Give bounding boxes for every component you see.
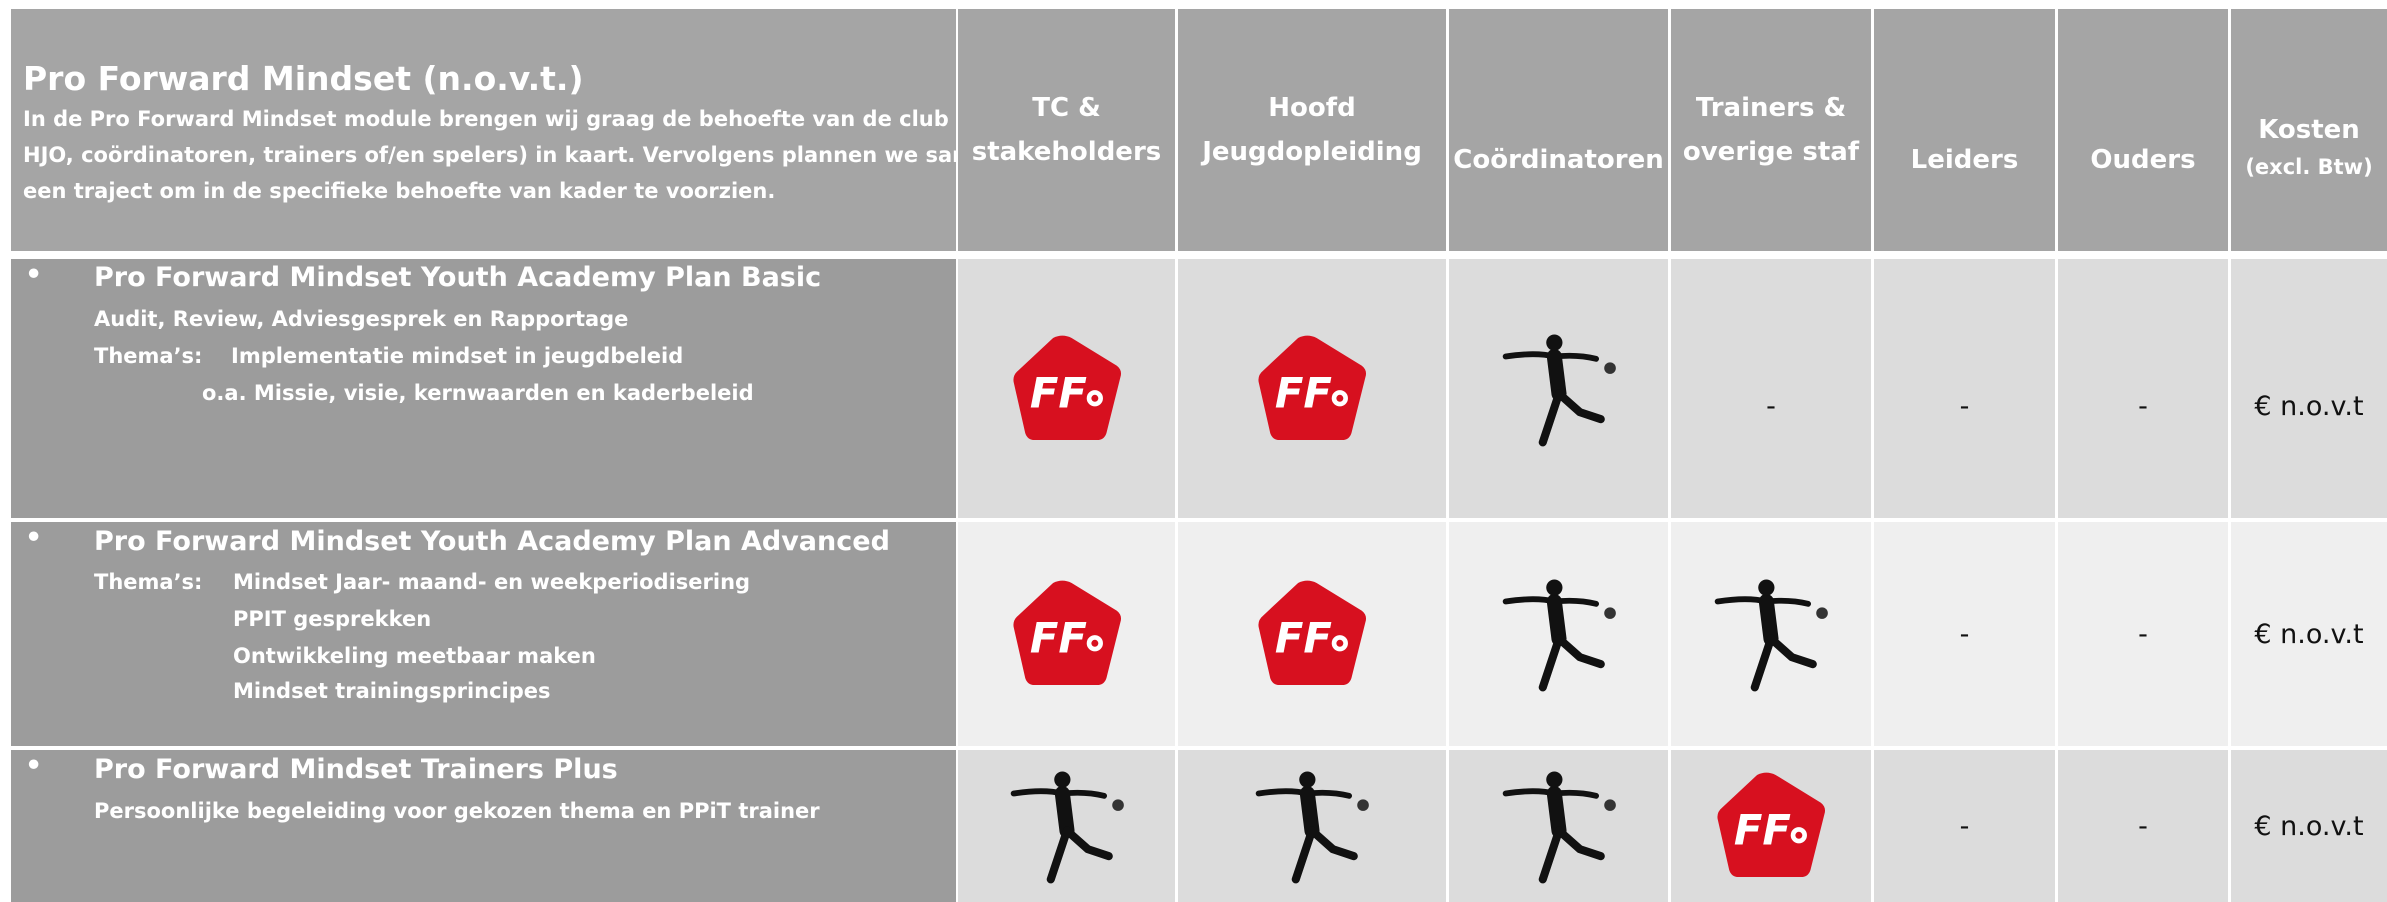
cell (1178, 522, 1446, 746)
column-header: Coördinatoren (1449, 9, 1668, 251)
cell-text: € n.o.v.t (2254, 618, 2364, 650)
cell-text: - (1959, 391, 1970, 422)
cell (1671, 750, 1871, 902)
cell: € n.o.v.t (2231, 259, 2387, 518)
cell: € n.o.v.t (2231, 522, 2387, 746)
column-label: Ouders (2090, 145, 2196, 175)
ff-logo (1713, 768, 1829, 884)
column-label: Coördinatoren (1453, 145, 1664, 175)
theme: Mindset trainingsprincipes (233, 679, 551, 703)
theme: PPIT gesprekken (233, 607, 432, 631)
column-label: Kosten (2258, 115, 2360, 145)
row-description: • Pro Forward Mindset Youth Academy Plan… (11, 522, 956, 746)
cell: - (1874, 750, 2055, 902)
cell: - (1874, 522, 2055, 746)
header-title: Pro Forward Mindset (n.o.v.t.) (23, 59, 584, 98)
cell (958, 750, 1175, 902)
player-icon (1501, 331, 1617, 447)
ff-logo (1009, 576, 1125, 692)
bullet: • (25, 750, 43, 781)
cell (958, 522, 1175, 746)
cell (1178, 259, 1446, 518)
player-icon (1254, 768, 1370, 884)
theme: o.a. Missie, visie, kernwaarden en kader… (202, 381, 754, 405)
player-icon (1009, 768, 1125, 884)
cell: - (1671, 259, 1871, 518)
bullet: • (25, 522, 43, 553)
ff-logo (1254, 331, 1370, 447)
row-description: • Pro Forward Mindset Trainers Plus Pers… (11, 750, 956, 902)
themes-label: Thema’s: (94, 344, 203, 368)
column-label: Jeugdopleiding (1202, 137, 1422, 167)
row-title: Pro Forward Mindset Youth Academy Plan B… (94, 262, 822, 293)
cell-text: - (1959, 810, 1970, 842)
player-icon (1713, 576, 1829, 692)
header-cell: Pro Forward Mindset (n.o.v.t.) In de Pro… (11, 9, 1003, 251)
row-title: Pro Forward Mindset Youth Academy Plan A… (94, 526, 890, 557)
row-description: • Pro Forward Mindset Youth Academy Plan… (11, 259, 956, 518)
column-label: Hoofd (1268, 93, 1356, 123)
cell (1449, 522, 1668, 746)
row-detail: Audit, Review, Adviesgesprek en Rapporta… (94, 307, 629, 331)
cell: - (2058, 259, 2228, 518)
player-icon (1501, 768, 1617, 884)
cell-text: € n.o.v.t (2254, 810, 2364, 842)
theme: Ontwikkeling meetbaar maken (233, 644, 596, 668)
header-description: In de Pro Forward Mindset module brengen… (23, 107, 1004, 131)
column-label: Trainers & (1695, 93, 1847, 123)
column-header: Trainers & overige staf (1671, 9, 1871, 251)
column-label: (excl. Btw) (2245, 155, 2373, 179)
theme: Implementatie mindset in jeugdbeleid (231, 344, 684, 368)
cell: - (2058, 750, 2228, 902)
cell (1178, 750, 1446, 902)
cell (1671, 522, 1871, 746)
column-label: TC & (1032, 93, 1101, 123)
cell: - (2058, 522, 2228, 746)
cell-text: € n.o.v.t (2254, 391, 2364, 422)
column-label: overige staf (1682, 137, 1860, 167)
column-label: stakeholders (971, 137, 1162, 167)
cell: - (1874, 259, 2055, 518)
column-header: TC & stakeholders (958, 9, 1175, 251)
player-icon (1501, 576, 1617, 692)
themes-label: Thema’s: (94, 570, 203, 594)
cell-text: - (2138, 810, 2148, 842)
cell (1449, 259, 1668, 518)
column-header: Kosten (excl. Btw) (2231, 9, 2387, 251)
cell (958, 259, 1175, 518)
column-header: Ouders (2058, 9, 2228, 251)
row-title: Pro Forward Mindset Trainers Plus (94, 754, 618, 785)
bullet: • (25, 259, 43, 290)
theme: Mindset Jaar- maand- en weekperiodiserin… (233, 570, 751, 594)
cell: € n.o.v.t (2231, 750, 2387, 902)
header-description: HJO, coördinatoren, trainers of/en spele… (23, 143, 1004, 167)
cell-text: - (2138, 391, 2148, 422)
header-description: een traject om in de specifieke behoefte… (23, 179, 776, 203)
cell-text: - (1959, 618, 1970, 650)
row-detail: Persoonlijke begeleiding voor gekozen th… (94, 799, 820, 823)
ff-logo (1009, 331, 1125, 447)
column-header: Leiders (1874, 9, 2055, 251)
column-header: Hoofd Jeugdopleiding (1178, 9, 1446, 251)
cell-text: - (2138, 618, 2148, 650)
cell (1449, 750, 1668, 902)
ff-logo (1254, 576, 1370, 692)
cell-text: - (1766, 391, 1776, 422)
column-label: Leiders (1910, 145, 2019, 175)
